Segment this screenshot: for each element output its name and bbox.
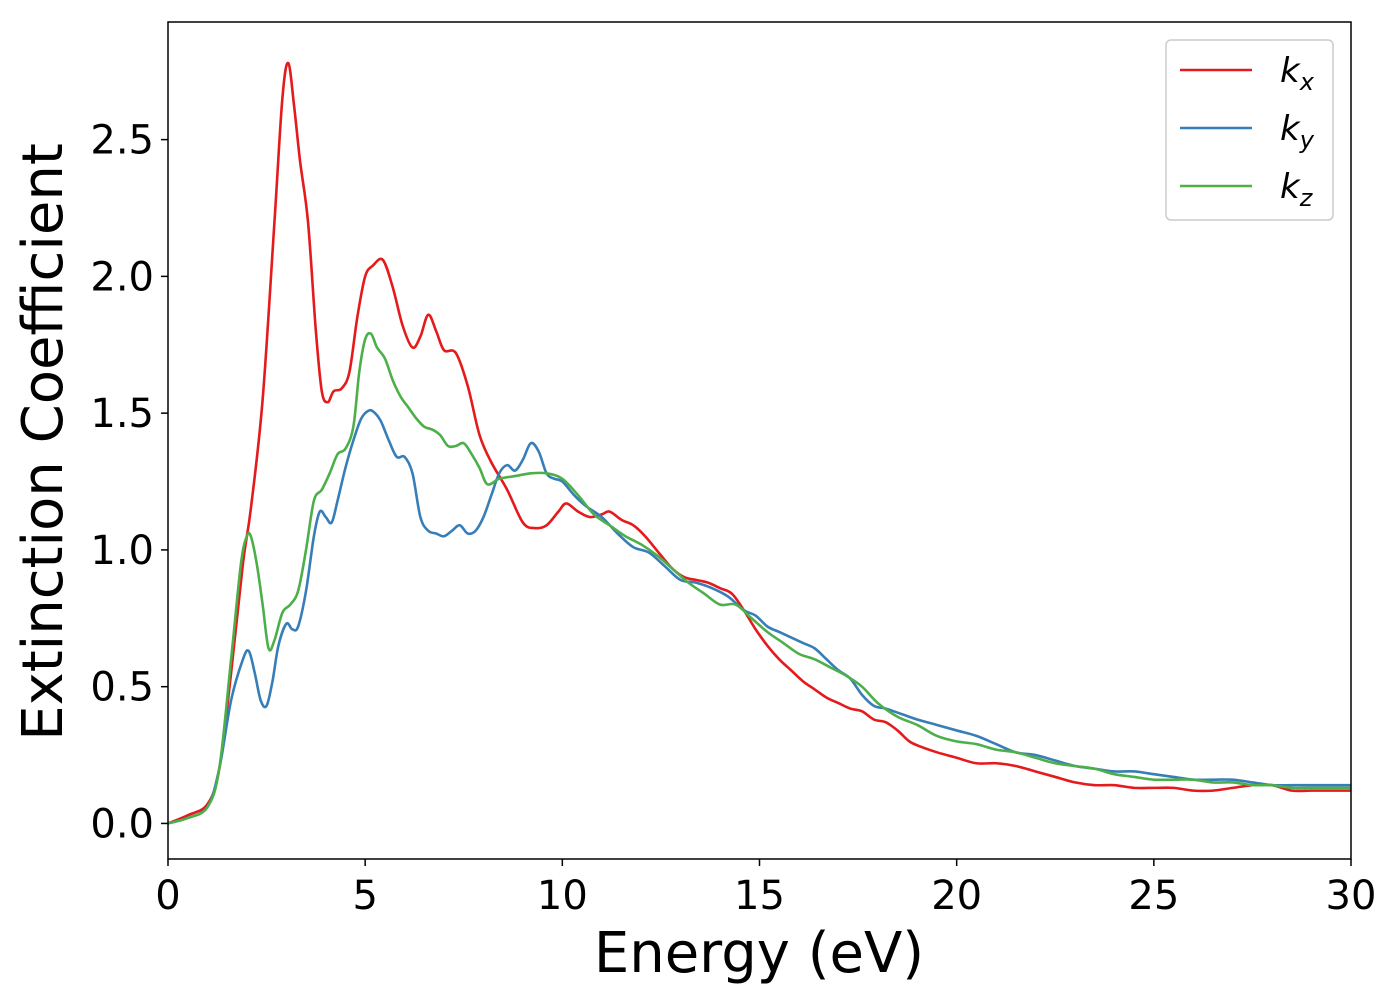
x-tick-label: 25 (1128, 873, 1179, 919)
legend-label-z: kz (1280, 167, 1314, 212)
x-tick-label: 30 (1326, 873, 1377, 919)
x-tick-label: 0 (155, 873, 180, 919)
series-line-y (168, 408, 1351, 825)
legend-label-y: ky (1280, 109, 1315, 154)
y-tick-label: 2.0 (90, 254, 154, 300)
x-tick-label: 15 (734, 873, 785, 919)
legend-box (1165, 39, 1334, 221)
series-lines (168, 61, 1351, 825)
legend-label-x: kx (1280, 51, 1315, 96)
y-tick-label: 1.5 (90, 391, 154, 437)
x-tick-label: 20 (931, 873, 982, 919)
x-tick-label: 5 (352, 873, 377, 919)
y-tick-label: 0.0 (90, 801, 154, 847)
y-tick-label: 1.0 (90, 528, 154, 574)
y-axis-ticks: 0.0 0.5 1.0 1.5 2.0 2.5 (90, 118, 168, 847)
legend: kx ky kz (1165, 39, 1334, 221)
x-axis-ticks: 0 5 10 15 20 25 30 (155, 859, 1376, 919)
series-line-z (168, 331, 1351, 825)
series-line-x (168, 61, 1351, 825)
x-tick-label: 10 (537, 873, 588, 919)
y-tick-label: 0.5 (90, 665, 154, 711)
y-axis-title: Extinction Coefficient (11, 143, 76, 741)
x-axis-title: Energy (eV) (594, 921, 924, 986)
y-tick-label: 2.5 (90, 118, 154, 164)
